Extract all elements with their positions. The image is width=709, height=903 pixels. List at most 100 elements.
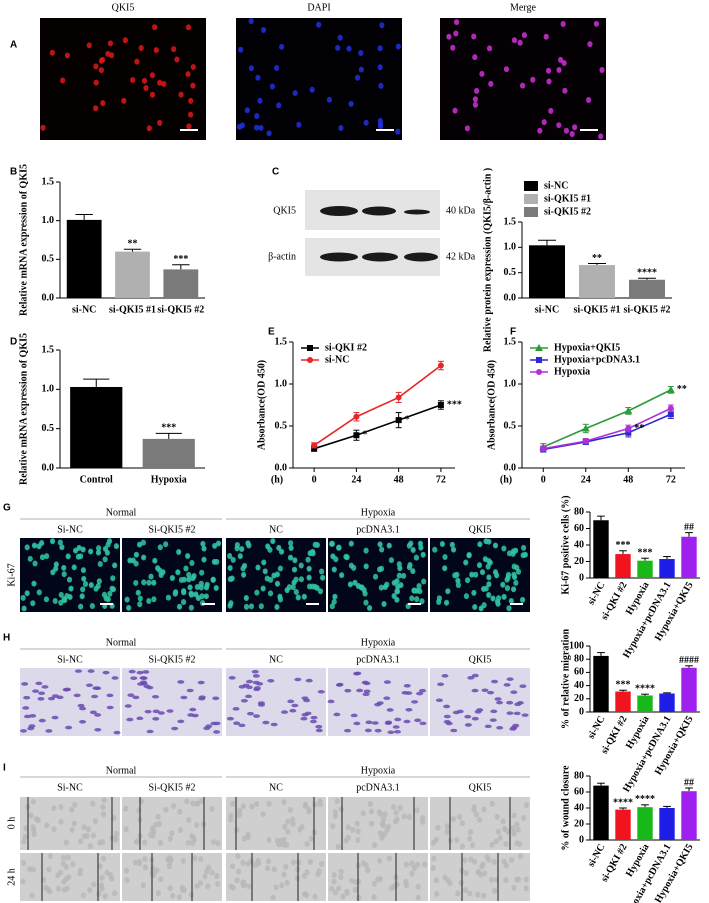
cell	[51, 715, 59, 720]
cell	[185, 553, 191, 560]
cell	[106, 693, 114, 698]
y-tick-label: 40	[574, 680, 584, 691]
y-tick-label: 40	[574, 539, 584, 550]
cell	[260, 811, 266, 818]
cell	[512, 723, 520, 728]
cell	[306, 806, 312, 813]
cell	[167, 885, 173, 892]
cell	[243, 594, 249, 601]
bar	[615, 809, 631, 840]
cell	[270, 538, 276, 545]
cell	[310, 715, 318, 720]
cell	[146, 729, 154, 734]
cell	[180, 695, 188, 700]
cell	[454, 836, 460, 843]
cell	[467, 676, 475, 680]
cell	[274, 580, 281, 587]
cell	[188, 591, 195, 598]
cell	[113, 730, 121, 735]
condition-label: NC	[269, 524, 283, 535]
cell	[241, 879, 247, 886]
cell	[479, 863, 485, 870]
cell	[442, 554, 448, 561]
cell	[479, 569, 486, 576]
cell	[468, 856, 474, 863]
cell	[169, 574, 175, 581]
cell	[21, 838, 27, 845]
cell	[486, 592, 492, 599]
cell	[515, 826, 521, 833]
cell	[146, 597, 152, 604]
cell	[214, 558, 220, 565]
cell	[431, 855, 437, 862]
cell	[186, 571, 192, 578]
cell	[491, 858, 497, 865]
cell	[471, 589, 477, 596]
cell	[480, 585, 487, 592]
cell	[305, 556, 311, 563]
cell	[201, 556, 207, 563]
cell	[386, 542, 392, 549]
significance: *	[362, 430, 367, 441]
cell	[136, 670, 144, 675]
cell	[84, 832, 90, 839]
x-axis-label: (h)	[271, 474, 283, 485]
cell	[376, 701, 384, 705]
cell	[520, 552, 526, 559]
cell	[377, 857, 383, 864]
cell	[562, 87, 568, 94]
cell	[354, 74, 361, 81]
cell	[360, 810, 366, 817]
bar	[659, 559, 675, 578]
cell	[489, 718, 497, 722]
cell	[266, 800, 272, 807]
cell	[124, 704, 132, 708]
series-line	[313, 364, 442, 446]
cell	[494, 813, 500, 820]
cell	[294, 875, 301, 882]
y-tick-label: 60	[574, 523, 584, 534]
significance: ****	[635, 794, 655, 805]
cell	[176, 603, 183, 610]
cell	[287, 554, 294, 561]
legend-label: Hypoxia	[554, 366, 590, 377]
cell	[155, 890, 162, 897]
cell	[331, 878, 337, 885]
cell	[209, 869, 215, 876]
cell	[228, 816, 234, 823]
cell	[63, 839, 69, 846]
cell	[57, 539, 63, 546]
bar	[163, 269, 199, 298]
cell	[265, 543, 271, 550]
cell	[52, 598, 58, 605]
significance: ***	[161, 423, 176, 434]
y-tick-label: 40	[574, 802, 584, 813]
cell	[257, 97, 263, 104]
cell	[64, 52, 71, 59]
cell	[298, 562, 304, 569]
blot-size: 40 kDa	[446, 205, 476, 216]
cell	[152, 709, 160, 714]
cell	[433, 877, 439, 884]
cell	[31, 580, 37, 587]
cell	[27, 555, 33, 562]
cell	[511, 37, 518, 44]
cell	[237, 553, 243, 560]
y-tick-label: 1.5	[504, 216, 517, 227]
cell	[170, 892, 176, 899]
significance: **	[128, 239, 138, 250]
cell	[393, 809, 399, 816]
cell	[384, 581, 390, 588]
cell	[316, 21, 322, 28]
bar	[637, 695, 653, 712]
significance: ***	[616, 540, 631, 551]
series-line	[543, 407, 672, 450]
cell	[149, 91, 156, 98]
cell	[358, 49, 364, 56]
cell	[43, 553, 50, 560]
cell	[338, 806, 344, 813]
cell	[175, 569, 181, 576]
cell	[238, 723, 246, 728]
blot-label: β-actin	[268, 251, 296, 262]
cell	[203, 593, 209, 600]
